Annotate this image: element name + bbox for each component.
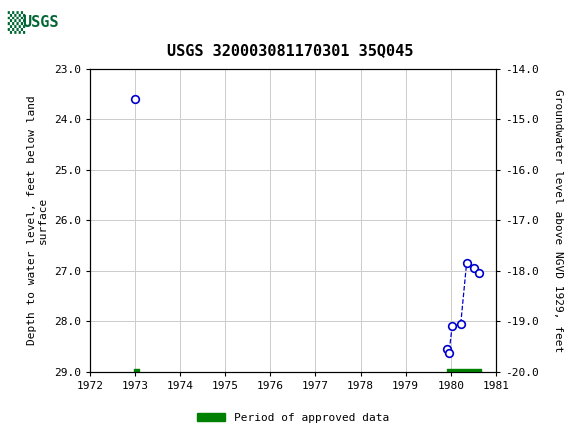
Y-axis label: Depth to water level, feet below land
surface: Depth to water level, feet below land su… [27, 95, 48, 345]
Y-axis label: Groundwater level above NGVD 1929, feet: Groundwater level above NGVD 1929, feet [553, 89, 563, 352]
Legend: Period of approved data: Period of approved data [193, 408, 393, 427]
Text: ▒: ▒ [7, 11, 24, 34]
Text: USGS 320003081170301 35Q045: USGS 320003081170301 35Q045 [167, 43, 413, 58]
Text: USGS: USGS [23, 15, 59, 30]
FancyBboxPatch shape [3, 3, 78, 42]
